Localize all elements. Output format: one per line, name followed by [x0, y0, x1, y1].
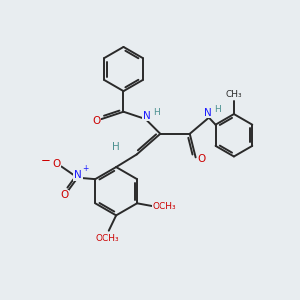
Text: H: H: [153, 108, 160, 117]
Text: O: O: [60, 190, 68, 200]
Text: O: O: [52, 159, 60, 169]
Text: OCH₃: OCH₃: [153, 202, 176, 211]
Text: O: O: [92, 116, 100, 126]
Text: CH₃: CH₃: [226, 90, 242, 99]
Text: O: O: [197, 154, 206, 164]
Text: OCH₃: OCH₃: [95, 234, 119, 243]
Text: N: N: [74, 170, 82, 180]
Text: −: −: [41, 154, 51, 167]
Text: +: +: [82, 164, 89, 173]
Text: N: N: [143, 110, 151, 121]
Text: N: N: [204, 108, 212, 118]
Text: H: H: [112, 142, 120, 152]
Text: H: H: [214, 105, 220, 114]
